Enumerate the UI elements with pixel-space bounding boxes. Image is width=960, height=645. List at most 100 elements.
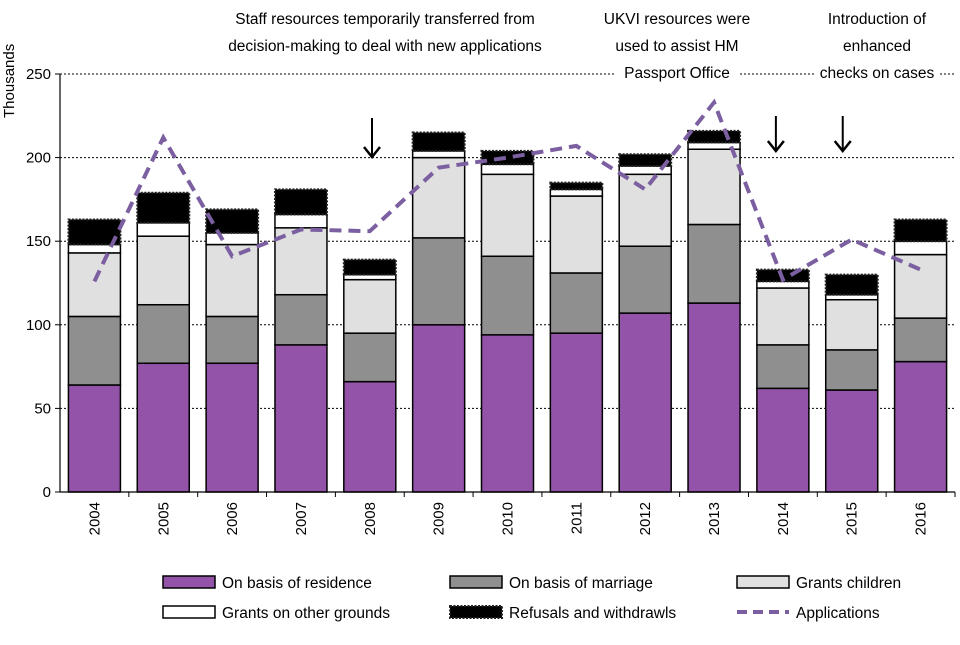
- bar-on-basis-of-marriage-2010: [480, 255, 535, 336]
- bar-grants-on-other-grounds-2012: [618, 165, 672, 176]
- annotation-text: enhanced: [843, 38, 911, 55]
- y-tick-label: 250: [26, 66, 51, 83]
- bar-grants-on-other-grounds-2005: [136, 222, 191, 237]
- x-tick-label: 2010: [500, 502, 517, 535]
- bar-on-basis-of-marriage-2013: [687, 223, 741, 304]
- bar-grants-children-2014: [756, 287, 810, 346]
- bar-on-basis-of-marriage-2016: [893, 317, 948, 363]
- x-tick-label: 2013: [706, 502, 723, 535]
- bar-grants-on-other-grounds-2016: [893, 240, 948, 256]
- bar-grants-on-other-grounds-2011: [549, 188, 604, 197]
- bar-refusals-and-withdrawls-2004: [67, 218, 122, 246]
- annotation-text: UKVI resources were: [604, 11, 750, 28]
- bar-on-basis-of-residence-2012: [618, 312, 672, 493]
- x-tick-label: 2015: [844, 502, 861, 535]
- bar-on-basis-of-residence-2014: [756, 387, 810, 493]
- bar-refusals-and-withdrawls-2009: [411, 131, 466, 152]
- bar-on-basis-of-residence-2011: [549, 332, 604, 493]
- bar-refusals-and-withdrawls-2006: [205, 208, 260, 234]
- bar-on-basis-of-marriage-2015: [824, 349, 879, 391]
- x-tick-label: 2016: [913, 502, 930, 535]
- bar-grants-children-2016: [893, 253, 948, 319]
- y-tick-label: 150: [26, 233, 51, 250]
- legend-swatch: [162, 575, 216, 589]
- bar-on-basis-of-marriage-2004: [67, 315, 122, 386]
- legend-label: Grants on other grounds: [222, 605, 390, 622]
- bar-on-basis-of-marriage-2006: [205, 315, 259, 365]
- bar-on-basis-of-residence-2009: [411, 324, 466, 493]
- bar-on-basis-of-residence-2007: [274, 344, 328, 493]
- bar-on-basis-of-residence-2010: [480, 334, 535, 493]
- bar-on-basis-of-residence-2013: [687, 302, 741, 493]
- bar-on-basis-of-residence-2004: [67, 384, 122, 493]
- legend-label: On basis of residence: [222, 575, 372, 592]
- bar-refusals-and-withdrawls-2005: [136, 191, 191, 224]
- annotation-text: decision-making to deal with new applica…: [228, 38, 542, 55]
- annotation-background: [615, 63, 739, 83]
- bar-on-basis-of-residence-2015: [824, 389, 879, 493]
- y-axis-label: Thousands: [1, 44, 18, 118]
- annotation-background: [599, 9, 755, 29]
- annotation-text: Passport Office: [624, 65, 730, 82]
- legend-label: Applications: [796, 605, 880, 622]
- bar-refusals-and-withdrawls-2007: [273, 188, 328, 216]
- annotation-background: [844, 36, 910, 56]
- bar-grants-children-2010: [480, 173, 535, 257]
- bar-on-basis-of-residence-2006: [205, 362, 259, 493]
- bar-grants-children-2004: [67, 252, 122, 318]
- bar-grants-on-other-grounds-2014: [756, 280, 810, 289]
- x-tick-label: 2004: [86, 502, 103, 535]
- y-tick-label: 100: [26, 317, 51, 334]
- legend-swatch: [736, 575, 790, 589]
- annotation-text: used to assist HM: [615, 38, 738, 55]
- legend-label: Grants children: [796, 575, 901, 592]
- bar-on-basis-of-marriage-2011: [549, 272, 604, 334]
- bar-grants-children-2009: [411, 156, 466, 239]
- bar-grants-on-other-grounds-2009: [411, 150, 466, 159]
- bar-on-basis-of-residence-2016: [893, 360, 948, 493]
- bar-grants-children-2012: [618, 173, 672, 247]
- bar-grants-on-other-grounds-2010: [480, 163, 535, 176]
- legend-swatch: [449, 575, 503, 589]
- bar-on-basis-of-marriage-2008: [343, 332, 397, 383]
- bar-refusals-and-withdrawls-2008: [342, 258, 397, 276]
- annotation-background: [204, 9, 566, 29]
- bar-on-basis-of-marriage-2009: [411, 237, 466, 326]
- bar-grants-on-other-grounds-2006: [205, 232, 259, 246]
- x-tick-label: 2008: [362, 502, 379, 535]
- bar-refusals-and-withdrawls-2015: [824, 273, 879, 296]
- x-tick-label: 2007: [293, 502, 310, 535]
- x-tick-label: 2012: [637, 502, 654, 535]
- bar-grants-children-2015: [824, 298, 879, 351]
- annotation-background: [607, 36, 747, 56]
- y-tick-label: 0: [43, 484, 51, 501]
- bar-refusals-and-withdrawls-2012: [618, 153, 673, 167]
- bar-grants-children-2008: [343, 278, 397, 334]
- legend-swatch: [449, 605, 503, 619]
- bar-on-basis-of-marriage-2012: [618, 245, 672, 314]
- y-tick-label: 50: [34, 400, 51, 417]
- bar-grants-on-other-grounds-2007: [274, 213, 328, 229]
- annotation-background: [815, 9, 939, 29]
- bar-grants-children-2013: [687, 148, 741, 226]
- bar-grants-children-2011: [549, 195, 604, 274]
- x-tick-label: 2011: [568, 502, 585, 534]
- x-tick-label: 2005: [155, 502, 172, 535]
- x-tick-label: 2014: [775, 502, 792, 535]
- applications-line: [92, 98, 922, 283]
- legend-label: On basis of marriage: [509, 575, 653, 592]
- bar-refusals-and-withdrawls-2016: [893, 218, 948, 243]
- bar-refusals-and-withdrawls-2010: [480, 149, 535, 166]
- arrow-head-icon: [833, 140, 852, 154]
- legend-label: Refusals and withdrawls: [509, 605, 676, 622]
- bar-refusals-and-withdrawls-2013: [687, 129, 742, 144]
- annotation-text: Introduction of: [828, 11, 927, 28]
- bar-on-basis-of-residence-2008: [343, 380, 397, 493]
- bar-grants-children-2005: [136, 235, 191, 306]
- arrow-head-icon: [363, 146, 381, 160]
- legend-swatch: [162, 605, 216, 619]
- arrow-head-icon: [766, 140, 785, 154]
- bar-refusals-and-withdrawls-2011: [549, 181, 604, 191]
- bar-on-basis-of-marriage-2005: [136, 303, 191, 365]
